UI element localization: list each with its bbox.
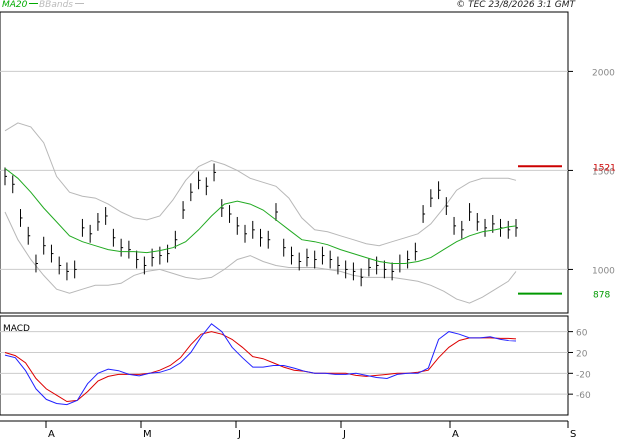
legend-bbands-swatch <box>74 2 84 4</box>
x-tick-label-3: J <box>342 429 346 440</box>
price-panel-frame <box>0 11 569 314</box>
macd-lines <box>4 323 517 406</box>
macd-panel: MACD 60 20 -20 -60 <box>0 315 591 416</box>
bollinger-bands <box>4 122 517 304</box>
macd-tick-label-0: 60 <box>576 329 588 339</box>
support-level-label: 878 <box>593 291 610 301</box>
macd-panel-title: MACD <box>3 324 30 334</box>
macd-tick-label-1: 20 <box>576 349 588 359</box>
price-tick-label-0: 1000 <box>592 266 615 276</box>
price-panel: 1000 1500 2000 1521 878 <box>0 11 616 314</box>
price-tick-label-1: 1500 <box>592 167 615 177</box>
bband-upper-line <box>4 122 517 247</box>
price-y-axis: 1000 1500 2000 <box>568 68 615 276</box>
macd-signal-line <box>4 331 517 403</box>
legend-bbands-label: BBands <box>39 0 73 10</box>
macd-panel-frame <box>0 315 569 416</box>
macd-line <box>4 323 517 406</box>
price-tick-label-2: 2000 <box>592 68 615 78</box>
x-tick-label-5: S <box>570 429 576 440</box>
copyright-text: © TEC 23/8/2026 3:1 GMT <box>456 0 575 10</box>
legend-ma20-label: MA20 <box>2 0 28 10</box>
macd-grid <box>0 331 568 395</box>
macd-y-axis: 60 20 -20 -60 <box>568 329 591 401</box>
x-tick-label-2: J <box>237 429 241 440</box>
ma20-line <box>4 168 517 264</box>
price-bars <box>4 163 518 287</box>
price-levels: 1521 878 <box>518 163 616 301</box>
legend-bbands: BBands <box>39 0 84 10</box>
resistance-level-label: 1521 <box>593 163 616 173</box>
price-grid <box>0 70 568 270</box>
ma20-line-group <box>4 168 517 264</box>
macd-tick-label-2: -20 <box>576 370 591 380</box>
legend-ma20-swatch <box>29 2 39 4</box>
x-tick-label-4: A <box>452 429 459 440</box>
x-tick-label-1: M <box>143 429 152 440</box>
bband-lower-line <box>4 211 517 304</box>
macd-tick-label-3: -60 <box>576 391 591 401</box>
legend-ma20: MA20 <box>2 0 39 10</box>
x-tick-label-0: A <box>48 429 55 440</box>
